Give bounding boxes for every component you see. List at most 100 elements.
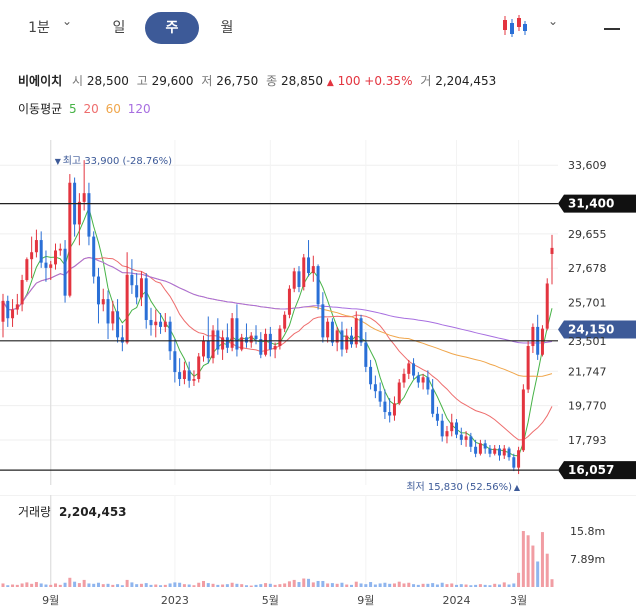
candle — [44, 250, 48, 282]
candle-body — [478, 443, 482, 454]
candle — [464, 431, 468, 447]
candle-body — [292, 271, 296, 289]
up-triangle-icon: ▲ — [326, 78, 334, 88]
low-label: 저 — [201, 74, 213, 88]
candle-body — [378, 391, 382, 402]
high-annotation-arrow-icon: ▼ — [55, 157, 62, 166]
volume-bar — [30, 583, 34, 587]
volume-bar — [58, 584, 62, 587]
candle-body — [412, 363, 416, 376]
candle-body — [540, 328, 544, 355]
volume-bar — [149, 584, 153, 587]
candle-body — [6, 300, 10, 319]
ma20-line — [2, 256, 553, 441]
candle — [550, 234, 554, 285]
candle-chart-icon[interactable] — [500, 13, 528, 39]
candle — [478, 439, 482, 456]
candle-body — [273, 346, 277, 350]
candle-body — [407, 363, 411, 374]
candle-body — [163, 321, 167, 327]
volume-bar — [235, 583, 239, 587]
volume-bar — [34, 582, 38, 587]
candle-body — [326, 321, 330, 338]
ma120-line — [2, 256, 553, 344]
period-tab-bar: 1분 ⌄ 일 주 월 ⌄ — [0, 0, 636, 58]
candle-body — [34, 240, 38, 253]
candle — [6, 295, 10, 327]
volume-bar — [431, 583, 435, 587]
volume-bar — [187, 584, 191, 587]
price-chart[interactable]: 33,609 31,400 29,655 27,678 25,701 24,15023,5… — [0, 140, 636, 492]
volume-bar — [474, 584, 478, 587]
candle — [402, 368, 406, 388]
candle — [125, 252, 129, 345]
candle — [407, 359, 411, 380]
price-tick-label: 23,501 — [568, 335, 607, 348]
open-label: 시 — [72, 74, 84, 88]
candle-body — [168, 321, 172, 352]
volume-chart[interactable]: 15.8m 7.89m 9월 2023 5월 9월 2024 3월 — [0, 495, 636, 612]
volume-bar — [206, 583, 210, 587]
candle-body — [240, 337, 244, 350]
tab-1min[interactable]: 1분 — [28, 20, 50, 36]
candle-body — [96, 276, 100, 305]
tab-day[interactable]: 일 — [112, 20, 126, 36]
candle — [264, 328, 268, 357]
price-level-tag-label: 31,400 — [568, 197, 614, 211]
volume-bar — [54, 583, 58, 587]
candle-body — [25, 259, 29, 281]
candle-body — [340, 330, 344, 350]
candle-body — [435, 413, 439, 421]
volume-bar — [168, 583, 172, 587]
candle — [369, 359, 373, 390]
volume-bar — [407, 582, 411, 587]
tab-month[interactable]: 월 — [220, 20, 234, 36]
candle-body — [383, 401, 387, 413]
candle-body — [44, 262, 48, 268]
chart-type-chevron-icon[interactable]: ⌄ — [548, 14, 559, 28]
candle — [244, 323, 248, 348]
volume-bar — [292, 579, 296, 587]
candle-body — [221, 337, 225, 350]
menu-icon[interactable] — [604, 28, 620, 30]
candle — [302, 253, 306, 291]
volume-bar — [435, 584, 439, 587]
candle — [268, 326, 272, 357]
candle-body — [278, 328, 282, 347]
candle — [111, 300, 115, 331]
volume-bar — [254, 584, 258, 587]
chevron-down-icon[interactable]: ⌄ — [62, 14, 73, 28]
price-tick-label: 33,609 — [568, 159, 607, 172]
candle — [330, 318, 334, 347]
volume-bar — [402, 583, 406, 587]
candle — [25, 257, 29, 282]
candle — [15, 293, 19, 315]
candle — [49, 260, 53, 281]
volume-bar — [326, 583, 330, 587]
candle — [68, 174, 72, 298]
candle-body — [469, 436, 473, 447]
volume-title-label: 거래량 — [18, 505, 52, 519]
candle — [311, 255, 315, 282]
volume-bar — [526, 535, 530, 587]
volume-bar — [349, 584, 353, 587]
volume-bar — [287, 581, 291, 587]
candle — [273, 342, 277, 359]
candle — [283, 311, 287, 333]
price-level-tag: 16,057 — [558, 461, 636, 480]
candle — [211, 325, 215, 364]
volume-bar — [130, 582, 134, 587]
tab-week[interactable]: 주 — [145, 12, 199, 44]
ma5-label: 5 — [69, 102, 77, 116]
candle-body — [545, 283, 549, 329]
ma60-line — [2, 256, 553, 377]
volume-bar — [73, 581, 77, 587]
volume-bar — [111, 584, 115, 587]
volume-bar — [412, 584, 416, 587]
price-tick-label: 27,678 — [568, 262, 607, 275]
candle-body — [182, 370, 186, 380]
candle — [326, 318, 330, 343]
candle — [192, 370, 196, 386]
candle-body — [15, 304, 19, 310]
volume-bar — [445, 584, 449, 587]
